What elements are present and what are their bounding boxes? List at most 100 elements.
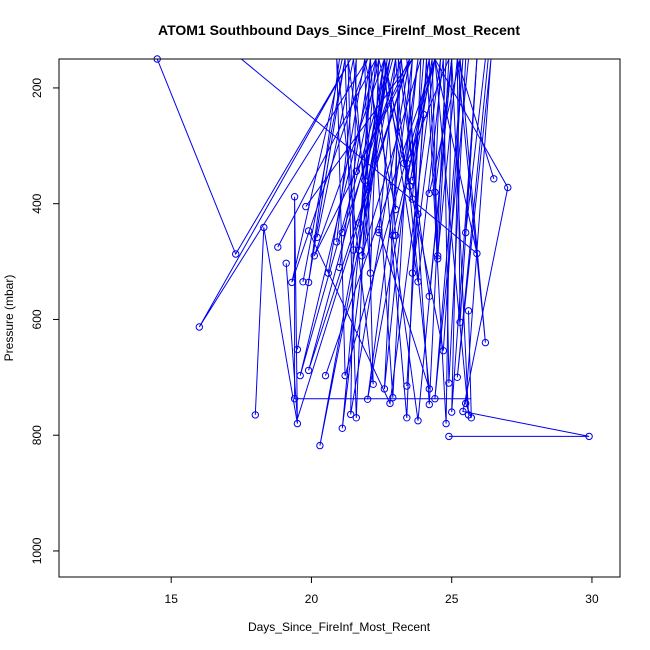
data-point-58 bbox=[414, 278, 422, 286]
data-point-72 bbox=[448, 408, 456, 416]
profile-line-15 bbox=[411, 59, 478, 323]
data-point-1 bbox=[232, 250, 240, 258]
data-point-82 bbox=[481, 338, 490, 347]
profile-line-7 bbox=[325, 59, 436, 385]
profile-line-19 bbox=[456, 59, 495, 343]
data-point-63 bbox=[425, 189, 433, 198]
data-point-29 bbox=[349, 246, 358, 254]
profile-line-11 bbox=[341, 59, 447, 405]
profile-line-21 bbox=[296, 59, 346, 350]
profile-line-26 bbox=[406, 59, 469, 424]
data-point-27 bbox=[341, 371, 349, 380]
y-tick-label: 800 bbox=[30, 425, 44, 445]
data-point-57 bbox=[414, 417, 422, 425]
profile-line-4 bbox=[305, 59, 422, 257]
data-point-15 bbox=[304, 227, 313, 235]
data-point-8 bbox=[290, 193, 299, 201]
data-point-67 bbox=[434, 255, 442, 263]
data-point-28 bbox=[347, 410, 355, 419]
data-point-50 bbox=[403, 382, 411, 390]
data-point-37 bbox=[363, 395, 372, 403]
data-point-61 bbox=[425, 400, 433, 409]
data-point-64 bbox=[431, 395, 439, 403]
data-point-42 bbox=[380, 385, 389, 393]
data-point-81 bbox=[473, 249, 481, 258]
data-point-21 bbox=[321, 371, 330, 380]
data-point-53 bbox=[408, 176, 417, 185]
y-axis: 200 400 600 800 1000 bbox=[30, 78, 59, 564]
data-point-49 bbox=[403, 414, 411, 422]
x-axis-label: Days_Since_FireInf_Most_Recent bbox=[248, 620, 431, 634]
data-point-70 bbox=[445, 432, 453, 441]
data-point-6 bbox=[282, 259, 290, 267]
profile-line-10 bbox=[339, 59, 430, 400]
data-point-65 bbox=[431, 188, 439, 196]
x-tick-label: 25 bbox=[445, 592, 459, 606]
data-point-48 bbox=[400, 159, 408, 167]
profile-line-2 bbox=[254, 196, 472, 424]
data-points bbox=[153, 55, 593, 450]
chart-title: ATOM1 Southbound Days_Since_FireInf_Most… bbox=[158, 22, 520, 38]
data-point-24 bbox=[335, 263, 344, 272]
data-point-59 bbox=[420, 110, 428, 119]
data-point-78 bbox=[464, 307, 473, 315]
data-point-25 bbox=[338, 228, 346, 237]
data-point-33 bbox=[355, 246, 363, 254]
data-point-16 bbox=[304, 366, 313, 375]
data-point-52 bbox=[405, 182, 414, 191]
y-tick-label: 200 bbox=[30, 78, 44, 98]
data-point-74 bbox=[456, 318, 464, 326]
data-point-54 bbox=[408, 195, 417, 203]
data-point-76 bbox=[462, 399, 470, 408]
data-point-44 bbox=[389, 231, 397, 240]
data-point-80 bbox=[467, 414, 475, 422]
data-point-32 bbox=[355, 219, 363, 227]
data-point-55 bbox=[408, 269, 417, 277]
data-point-14 bbox=[302, 202, 310, 211]
data-point-34 bbox=[358, 252, 366, 260]
profile-line-16 bbox=[347, 59, 425, 251]
data-point-45 bbox=[389, 393, 397, 402]
x-tick-label: 20 bbox=[305, 592, 319, 606]
data-point-7 bbox=[288, 278, 296, 287]
data-point-30 bbox=[352, 167, 360, 176]
data-point-13 bbox=[299, 278, 307, 286]
data-point-23 bbox=[333, 238, 341, 246]
data-point-3 bbox=[251, 411, 260, 419]
data-point-39 bbox=[369, 380, 377, 388]
profile-line-17 bbox=[411, 59, 453, 274]
profile-line-9 bbox=[336, 59, 411, 415]
data-point-11 bbox=[293, 419, 302, 428]
data-point-17 bbox=[304, 278, 313, 287]
profile-line-24 bbox=[383, 59, 467, 384]
profile-line-5 bbox=[308, 59, 453, 421]
data-point-77 bbox=[462, 228, 470, 237]
data-point-40 bbox=[375, 228, 383, 237]
data-point-68 bbox=[439, 347, 447, 355]
data-point-43 bbox=[386, 399, 394, 408]
data-point-10 bbox=[293, 345, 302, 354]
data-point-31 bbox=[352, 414, 360, 422]
y-axis-label: Pressure (mbar) bbox=[2, 275, 16, 362]
data-point-18 bbox=[310, 252, 318, 260]
data-point-41 bbox=[375, 226, 383, 234]
data-point-5 bbox=[274, 243, 282, 251]
data-point-75 bbox=[459, 407, 467, 416]
x-tick-label: 30 bbox=[585, 592, 599, 606]
data-point-73 bbox=[453, 373, 461, 381]
data-point-60 bbox=[425, 292, 433, 300]
data-point-22 bbox=[324, 269, 332, 277]
data-point-12 bbox=[296, 371, 304, 380]
x-tick-label: 15 bbox=[165, 592, 179, 606]
profile-line-14 bbox=[378, 59, 419, 389]
series-lines bbox=[156, 59, 590, 446]
data-point-85 bbox=[585, 432, 593, 441]
data-point-19 bbox=[313, 233, 321, 242]
y-tick-label: 400 bbox=[30, 193, 44, 213]
x-axis: 15 20 25 30 bbox=[165, 577, 599, 606]
data-point-83 bbox=[490, 175, 498, 183]
profile-line-22 bbox=[302, 59, 391, 418]
data-point-9 bbox=[290, 395, 299, 403]
data-point-26 bbox=[338, 424, 346, 432]
data-point-66 bbox=[434, 252, 442, 260]
